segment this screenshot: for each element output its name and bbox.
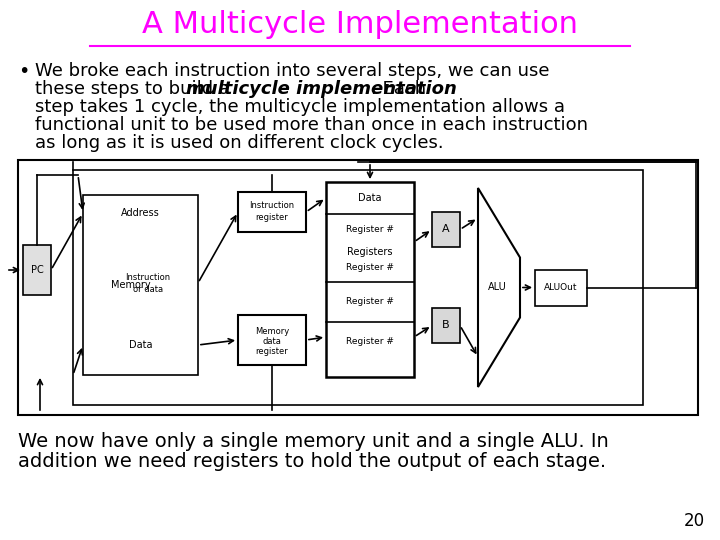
Text: Address: Address <box>121 208 160 218</box>
Bar <box>23 245 51 295</box>
Text: addition we need registers to hold the output of each stage.: addition we need registers to hold the o… <box>18 452 606 471</box>
Text: Data: Data <box>359 193 382 203</box>
Text: ALUOut: ALUOut <box>544 283 577 292</box>
Bar <box>326 182 414 377</box>
Text: register: register <box>256 213 289 222</box>
Text: these steps to build a: these steps to build a <box>35 80 235 98</box>
Polygon shape <box>478 188 520 387</box>
Text: multicycle implementation: multicycle implementation <box>186 80 456 98</box>
Text: Instruction: Instruction <box>125 273 171 281</box>
Bar <box>535 269 587 306</box>
Bar <box>432 212 460 247</box>
Text: data: data <box>263 336 282 346</box>
Text: Register #: Register # <box>346 338 394 347</box>
Text: Memory: Memory <box>255 327 289 335</box>
Text: Register #: Register # <box>346 225 394 233</box>
Text: Register #: Register # <box>346 262 394 272</box>
Text: register: register <box>256 347 289 355</box>
Text: as long as it is used on different clock cycles.: as long as it is used on different clock… <box>35 134 444 152</box>
Text: Memory: Memory <box>111 280 150 290</box>
Text: Registers: Registers <box>347 247 392 257</box>
Text: ALU: ALU <box>487 282 506 293</box>
Text: functional unit to be used more than once in each instruction: functional unit to be used more than onc… <box>35 116 588 134</box>
Text: B: B <box>442 321 450 330</box>
Text: A Multicycle Implementation: A Multicycle Implementation <box>142 10 578 39</box>
Bar <box>238 192 306 232</box>
Text: or data: or data <box>133 285 163 294</box>
Bar <box>83 195 198 375</box>
Text: . Each: . Each <box>371 80 426 98</box>
Bar <box>432 308 460 343</box>
Text: PC: PC <box>31 265 43 275</box>
Text: Instruction: Instruction <box>249 201 294 211</box>
Text: We broke each instruction into several steps, we can use: We broke each instruction into several s… <box>35 62 549 80</box>
Text: •: • <box>18 62 30 81</box>
Text: Data: Data <box>129 340 152 350</box>
Bar <box>73 170 643 405</box>
Bar <box>238 315 306 365</box>
Bar <box>18 160 698 415</box>
Text: We now have only a single memory unit and a single ALU. In: We now have only a single memory unit an… <box>18 432 608 451</box>
Text: 20: 20 <box>684 512 705 530</box>
Text: step takes 1 cycle, the multicycle implementation allows a: step takes 1 cycle, the multicycle imple… <box>35 98 565 116</box>
Text: A: A <box>442 225 450 234</box>
Text: Register #: Register # <box>346 298 394 307</box>
